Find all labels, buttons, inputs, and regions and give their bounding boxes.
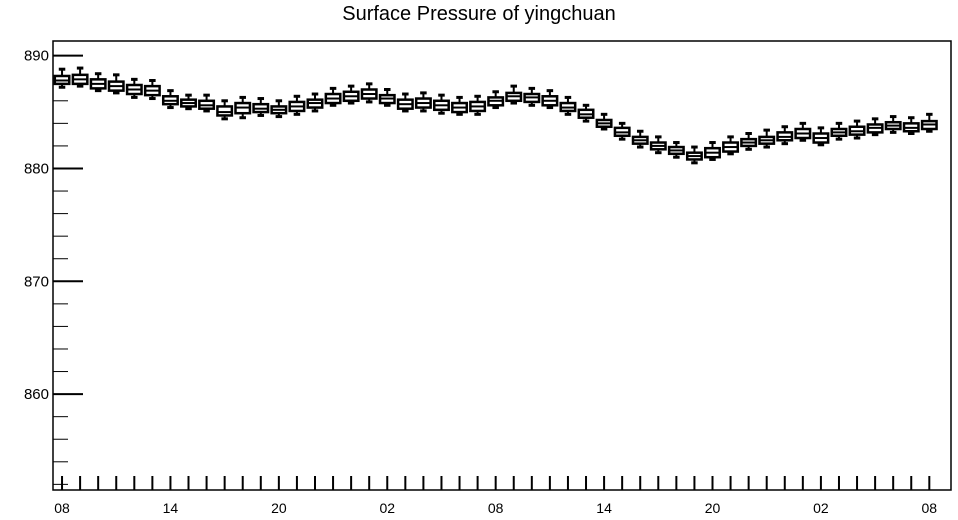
x-tick-label: 08 — [54, 500, 70, 516]
y-tick-label: 880 — [24, 160, 49, 177]
box-plot-item — [794, 121, 812, 142]
box-plot-item — [469, 94, 487, 116]
box-plot-item — [396, 92, 414, 113]
box-plot-item — [523, 86, 541, 107]
box-plot-item — [306, 92, 324, 113]
box-plot-item — [198, 93, 216, 113]
x-axis: 08 14 20 02 08 14 20 02 08 — [54, 476, 937, 516]
box-plot-item — [920, 112, 938, 133]
box-plot-item — [71, 66, 89, 88]
x-tick-label: 08 — [922, 500, 938, 516]
box-plot-item — [505, 84, 523, 105]
box-plot-item — [613, 121, 631, 141]
x-tick-label: 14 — [596, 500, 612, 516]
box-plot-item — [812, 126, 830, 147]
box-plot-item — [631, 129, 649, 149]
box-plot-item — [559, 95, 577, 116]
box-plot-item — [234, 95, 252, 120]
box-plot-item — [722, 135, 740, 156]
box-plot-item — [451, 95, 469, 116]
box-plot-item — [866, 117, 884, 137]
box-plot-item — [848, 119, 866, 140]
x-tick-label: 02 — [813, 500, 829, 516]
box — [216, 105, 234, 117]
box-plot-item — [107, 73, 125, 95]
box-plot-item — [649, 135, 667, 155]
box-plot-item — [143, 78, 161, 101]
box-plot-item — [324, 86, 342, 107]
box-plot-item — [288, 94, 306, 116]
plot-frame — [52, 40, 952, 491]
x-tick-label: 08 — [488, 500, 504, 516]
box-plot-item — [161, 89, 179, 110]
box-plot-item — [270, 99, 288, 119]
box-plot-item — [541, 89, 559, 110]
box-plot-item — [740, 132, 758, 151]
box-plot-item — [758, 128, 776, 149]
y-tick-label: 860 — [24, 386, 49, 403]
box-plot-item — [704, 141, 721, 161]
box-plot-item — [595, 112, 613, 131]
box-plot-item — [487, 90, 505, 110]
x-tick-label: 20 — [271, 500, 287, 516]
box-plot-item — [884, 115, 902, 134]
box-plot-item — [902, 116, 920, 136]
chart-title: Surface Pressure of yingchuan — [342, 3, 616, 25]
x-tick-label: 02 — [379, 500, 395, 516]
box-plot-item — [577, 103, 595, 123]
box-plot-item — [378, 88, 396, 107]
box-plot-item — [360, 82, 378, 104]
box-plot-item — [180, 93, 197, 111]
box-plot-item — [685, 145, 703, 165]
y-tick-label: 870 — [24, 273, 49, 290]
box-plot-item — [776, 125, 794, 146]
box-plot-item — [216, 99, 234, 121]
box-plot-item — [125, 77, 143, 99]
x-tick-label: 20 — [705, 500, 721, 516]
box-plot-item — [252, 97, 270, 117]
y-tick-label: 890 — [24, 48, 49, 65]
x-tick-label: 14 — [163, 500, 179, 516]
box-plot-item — [89, 72, 107, 93]
box-plot-item — [667, 141, 685, 159]
box-plot-item — [432, 93, 450, 115]
box-plot-item — [414, 91, 432, 113]
y-axis: 860 870 880 890 — [24, 48, 83, 485]
box-plot-item — [342, 84, 360, 105]
box-series — [53, 66, 938, 165]
box-plot-item — [830, 121, 848, 141]
box-plot-item — [53, 67, 71, 89]
